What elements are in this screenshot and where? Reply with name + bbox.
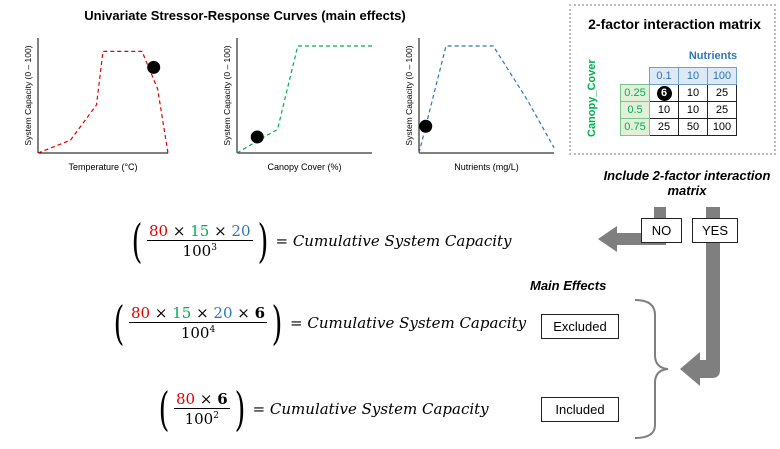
no-option: NO [641,218,682,243]
equation-2: ( 80 × 15 × 20 × 6 1004 ) = Cumulative S… [110,296,527,350]
temperature-term: 80 [175,390,196,408]
matrix-col-header: 10 [678,67,708,85]
matrix-col-header: 100 [707,67,737,85]
denominator-exponent: 4 [209,325,216,335]
matrix-col-header: 0.1 [649,67,679,85]
included-label: Included [541,397,619,422]
right-paren: ) [271,296,283,350]
current-value-marker [250,130,264,144]
matrix-header-row: 0.1 10 100 [621,67,737,85]
matrix-cell: 25 [649,118,679,136]
nutrients-term: 20 [213,304,233,322]
current-value-marker [147,60,161,74]
denominator-exponent: 3 [211,243,217,253]
response-curve [236,45,372,154]
bracket [634,299,669,439]
canopy-term: 15 [190,222,210,240]
main-effects-label: Main Effects [530,278,607,293]
right-paren: ) [257,214,268,268]
rhs-text: Cumulative System Capacity [269,400,489,418]
left-paren: ( [131,214,143,268]
matrix-row-header: 0.25 [620,84,650,102]
matrix-cell: 50 [678,118,708,136]
times-sign: × [172,222,186,240]
interaction-term: 6 [217,390,228,408]
left-paren: ( [158,382,170,436]
matrix-cell: 10 [649,101,679,119]
equation-rhs: = Cumulative System Capacity [275,232,512,250]
y-axis-label: System Capacity (0 – 100) [23,45,33,145]
left-paren: ( [113,296,125,350]
denominator-base: 100 [180,324,210,342]
matrix-cell: 100 [707,118,737,136]
nutrients-axis-label: Nutrients [688,50,738,62]
y-axis-label: System Capacity (0 – 100) [222,45,232,145]
times-sign: × [154,304,168,322]
matrix-row: 0.5 10 10 25 [620,101,737,119]
temperature-term: 80 [148,222,169,240]
canopy-term: 15 [172,304,192,322]
equation-rhs: = Cumulative System Capacity [290,314,527,332]
interaction-matrix-panel: 2-factor interaction matrix Nutrients Ca… [569,4,776,155]
excluded-label: Excluded [541,314,619,339]
yes-arrow [680,207,720,386]
matrix-row-header: 0.75 [620,118,650,136]
yes-option: YES [692,218,738,243]
matrix-row: 0.75 25 50 100 [620,118,737,136]
nutrients-term: 20 [231,222,251,240]
equation-3: ( 80 × 6 1002 ) = Cumulative System Capa… [155,386,489,432]
stressor-response-charts: Temperature (°C) System Capacity (0 – 100… [23,38,555,172]
rhs-text: Cumulative System Capacity [307,314,527,332]
response-curve [37,50,169,154]
times-sign: × [237,304,250,322]
y-axis-label: System Capacity (0 – 100) [404,45,414,145]
denominator-base: 100 [184,410,214,428]
highlight-marker: 6 [656,85,672,101]
denominator-base: 100 [182,242,212,260]
x-axis-label: Canopy Cover (%) [267,162,341,172]
right-paren: ) [234,382,245,436]
decision-question: Include 2-factor interaction matrix [597,168,777,198]
temperature-term: 80 [130,304,151,322]
equation-1: ( 80 × 15 × 20 1003 ) = Cumulative Syste… [128,218,512,264]
current-value-marker [419,119,433,133]
rhs-text: Cumulative System Capacity [292,232,512,250]
numerator: 80 × 6 [173,390,230,409]
interaction-term: 6 [254,304,266,322]
times-sign: × [199,390,213,408]
fraction: 80 × 15 × 20 × 6 1004 [128,304,268,342]
interaction-matrix-table: 0.1 10 100 0.25 6 10 25 0.5 10 10 25 0.7… [620,67,737,136]
times-sign: × [196,304,209,322]
denominator: 1003 [181,241,219,260]
numerator: 80 × 15 × 20 × 6 [128,304,268,323]
denominator: 1004 [179,323,217,342]
equation-rhs: = Cumulative System Capacity [252,400,489,418]
x-axis-label: Nutrients (mg/L) [454,162,519,172]
matrix-row: 0.25 6 10 25 [620,84,737,102]
main-title: Univariate Stressor-Response Curves (mai… [84,8,406,23]
fraction: 80 × 15 × 20 1003 [146,222,253,260]
response-curve [418,45,555,154]
denominator: 1002 [183,409,221,428]
x-axis-label: Temperature (°C) [68,162,137,172]
question-text: Include 2-factor interaction matrix [603,168,771,198]
matrix-cell: 25 [707,84,737,102]
fraction: 80 × 6 1002 [173,390,230,428]
numerator: 80 × 15 × 20 [146,222,253,241]
matrix-title: 2-factor interaction matrix [588,16,761,32]
denominator-exponent: 2 [213,411,219,421]
times-sign: × [214,222,227,240]
